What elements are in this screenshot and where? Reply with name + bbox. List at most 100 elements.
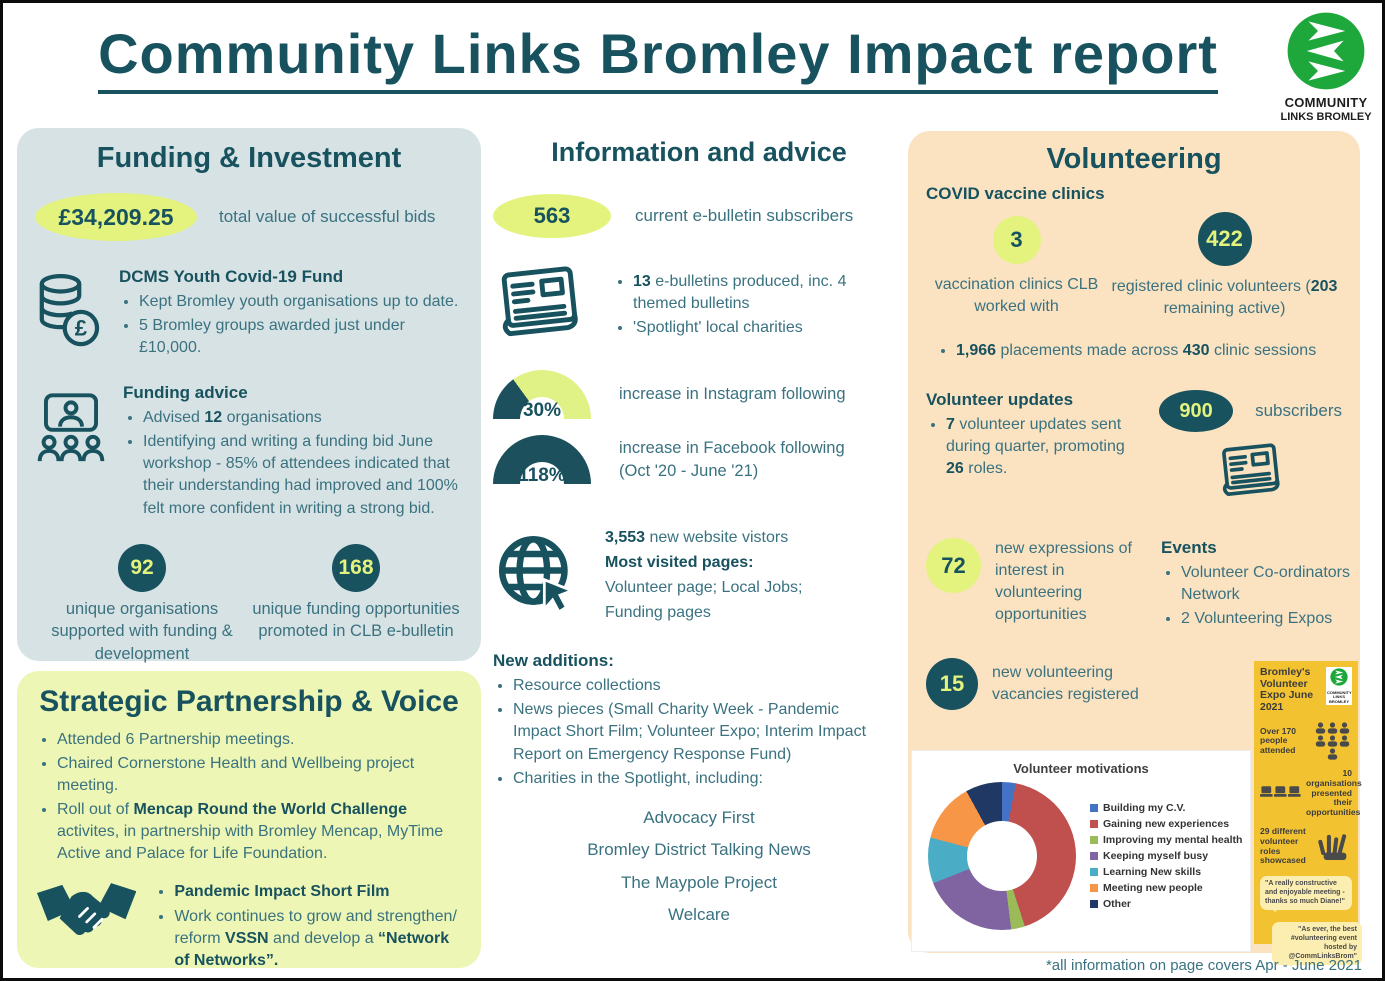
volunteers-value-badge: 422 xyxy=(1197,212,1252,266)
chart-title: Volunteer motivations xyxy=(1013,761,1149,776)
person-icon xyxy=(1327,748,1337,760)
strategic-sub-bullet: Pandemic Impact Short Film xyxy=(174,881,461,903)
ebulletin-bullet: 13 e-bulletins produced, inc. 4 themed b… xyxy=(633,271,868,315)
volunteer-updates-block: Volunteer updates 7 volunteer updates se… xyxy=(926,390,1159,502)
placements-bullet: 1,966 placements made across 430 clinic … xyxy=(956,340,1342,362)
charity-name: Advocacy First xyxy=(643,807,755,827)
legend-swatch xyxy=(1090,900,1098,908)
legend-swatch xyxy=(1090,820,1098,828)
globe-cursor-icon xyxy=(498,535,576,614)
person-icon xyxy=(1315,722,1325,734)
new-additions-title: New additions: xyxy=(493,651,614,671)
funding-advice-title: Funding advice xyxy=(123,383,248,403)
total-bids-label: total value of successful bids xyxy=(219,207,436,227)
clb-logo-icon xyxy=(1287,12,1365,90)
new-additions-bullet: Charities in the Spotlight, including: xyxy=(513,768,869,790)
exhibitor-booth-icon xyxy=(1260,785,1301,797)
information-title: Information and advice xyxy=(551,137,847,167)
volunteer-updates-row: Volunteer updates 7 volunteer updates se… xyxy=(926,390,1342,502)
facebook-gauge: 118% xyxy=(493,435,591,486)
volunteer-updates-bullet: 7 volunteer updates sent during quarter,… xyxy=(946,414,1146,480)
total-bids-value: £34,209.25 xyxy=(35,193,197,241)
person-icon xyxy=(1339,735,1349,747)
funding-advice-bullets: Advised 12 organisations Identifying and… xyxy=(123,407,473,519)
person-icon xyxy=(1327,735,1337,747)
svg-text:£: £ xyxy=(75,316,88,341)
volunteering-title: Volunteering xyxy=(1046,143,1222,175)
expressions-events-row: 72 new expressions of interest in volunt… xyxy=(926,538,1350,632)
legend-swatch xyxy=(1090,804,1098,812)
handshake-icon xyxy=(37,883,137,936)
poster-quote: "A really constructive and enjoyable mee… xyxy=(1260,876,1352,913)
funding-panel: Funding & Investment £34,209.25 total va… xyxy=(17,128,481,663)
volunteer-motivations-chart: Volunteer motivations Building my C.V. Ga… xyxy=(912,751,1250,951)
volunteer-expo-poster: Bromley's Volunteer Expo June 2021 COMMU… xyxy=(1254,661,1362,968)
subscribers-label: current e-bulletin subscribers xyxy=(635,206,854,226)
website-row: 3,553 new website vistors Most visited p… xyxy=(493,524,905,627)
volunteer-updates-title: Volunteer updates xyxy=(926,390,1074,410)
poster-title: Bromley's Volunteer Expo June 2021 xyxy=(1260,666,1314,713)
update-subscribers-badge: 900 xyxy=(1159,390,1234,433)
legend-label: Building my C.V. xyxy=(1103,802,1186,814)
clb-logo: COMMUNITY LINKS BROMLEY xyxy=(1276,11,1376,124)
volunteers-stat: 422 registered clinic volunteers (203 re… xyxy=(1107,212,1342,320)
funding-advice-block: Funding advice Advised 12 organisations … xyxy=(123,383,473,521)
instagram-gauge: 30% xyxy=(493,370,591,421)
website-stats-block: 3,553 new website vistors Most visited p… xyxy=(605,524,802,627)
strategic-title: Strategic Partnership & Voice xyxy=(39,685,459,718)
legend-label: Keeping myself busy xyxy=(1103,850,1209,862)
legend-item: Other xyxy=(1090,898,1242,910)
clinics-stat: 3 vaccination clinics CLB worked with xyxy=(926,216,1107,320)
page-title: Community Links Bromley Impact report xyxy=(98,24,1218,94)
facebook-gauge-caption: increase in Facebook following (Oct '20 … xyxy=(619,438,845,480)
vacancies-label: new volunteering vacancies registered xyxy=(992,664,1139,704)
instagram-gauge-row: 30% increase in Instagram following xyxy=(493,370,905,421)
dcms-row: £ DCMS Youth Covid-19 Fund Kept Bromley … xyxy=(35,267,463,361)
update-subscribers-block: 900 subscribers xyxy=(1159,390,1342,502)
covid-clinics-stats-row: 3 vaccination clinics CLB worked with 42… xyxy=(926,212,1342,320)
strategic-bullets: Attended 6 Partnership meetings. Chaired… xyxy=(37,729,461,865)
legend-label: Other xyxy=(1103,898,1132,910)
clinics-label: vaccination clinics CLB worked with xyxy=(934,276,1099,316)
vacancies-value-badge: 15 xyxy=(926,658,978,711)
funding-advice-row: Funding advice Advised 12 organisations … xyxy=(35,383,463,521)
coins-icon: £ xyxy=(39,274,100,347)
chart-legend: Building my C.V. Gaining new experiences I… xyxy=(1090,798,1242,914)
dcms-bullet: 5 Bromley groups awarded just under £10,… xyxy=(139,315,463,359)
clinics-value-badge: 3 xyxy=(992,216,1041,264)
placements-list: 1,966 placements made across 430 clinic … xyxy=(926,340,1342,362)
events-title: Events xyxy=(1161,538,1217,558)
header: Community Links Bromley Impact report xyxy=(43,24,1273,94)
legend-label: Meeting new people xyxy=(1103,882,1203,894)
expressions-stat: 72 new expressions of interest in volunt… xyxy=(926,538,1145,632)
poster-roles: 29 different volunteer roles showcased xyxy=(1260,826,1306,866)
website-visitors: 3,553 new website vistors xyxy=(605,529,789,546)
mini-logo-text: COMMUNITY LINKS BROMLEY xyxy=(1327,690,1352,704)
dcms-title: DCMS Youth Covid-19 Fund xyxy=(119,267,344,286)
legend-swatch xyxy=(1090,836,1098,844)
raised-hands-icon xyxy=(1318,833,1347,860)
charity-name: The Maypole Project xyxy=(621,872,777,892)
legend-item: Keeping myself busy xyxy=(1090,850,1242,862)
new-additions-block: New additions: Resource collections News… xyxy=(493,651,905,789)
funding-advice-bullet: Identifying and writing a funding bid Ju… xyxy=(143,431,473,519)
volunteering-panel: Volunteering COVID vaccine clinics 3 vac… xyxy=(908,131,1362,968)
poster-attendance: Over 170 people attended xyxy=(1260,725,1296,756)
new-additions-bullet: News pieces (Small Charity Week - Pandem… xyxy=(513,699,869,765)
spotlight-charity-list: Advocacy First Bromley District Talking … xyxy=(493,806,905,927)
logo-text-line2: LINKS BROMLEY xyxy=(1280,110,1372,123)
facebook-gauge-row: 118% increase in Facebook following (Oct… xyxy=(493,435,905,486)
most-visited-line: Funding pages xyxy=(605,604,711,622)
dcms-block: DCMS Youth Covid-19 Fund Kept Bromley yo… xyxy=(119,267,463,361)
dcms-bullet: Kept Bromley youth organisations up to d… xyxy=(139,291,463,313)
funding-stat-opportunities: 168 unique funding opportunities promote… xyxy=(251,543,461,666)
strategic-sub-bullets: Pandemic Impact Short Film Work continue… xyxy=(154,879,461,973)
stat-label: unique organisations supported with fund… xyxy=(51,599,233,664)
volunteer-motivations-donut xyxy=(928,782,1076,930)
legend-label: Gaining new experiences xyxy=(1103,818,1230,830)
most-visited-line: Volunteer page; Local Jobs; xyxy=(605,579,803,597)
vacancies-row: 15 new volunteering vacancies registered xyxy=(926,658,1342,711)
event-bullet: Volunteer Co-ordinators Network xyxy=(1181,562,1366,606)
subscribers-value: 563 xyxy=(493,194,611,238)
newspaper-icon xyxy=(1221,443,1280,497)
